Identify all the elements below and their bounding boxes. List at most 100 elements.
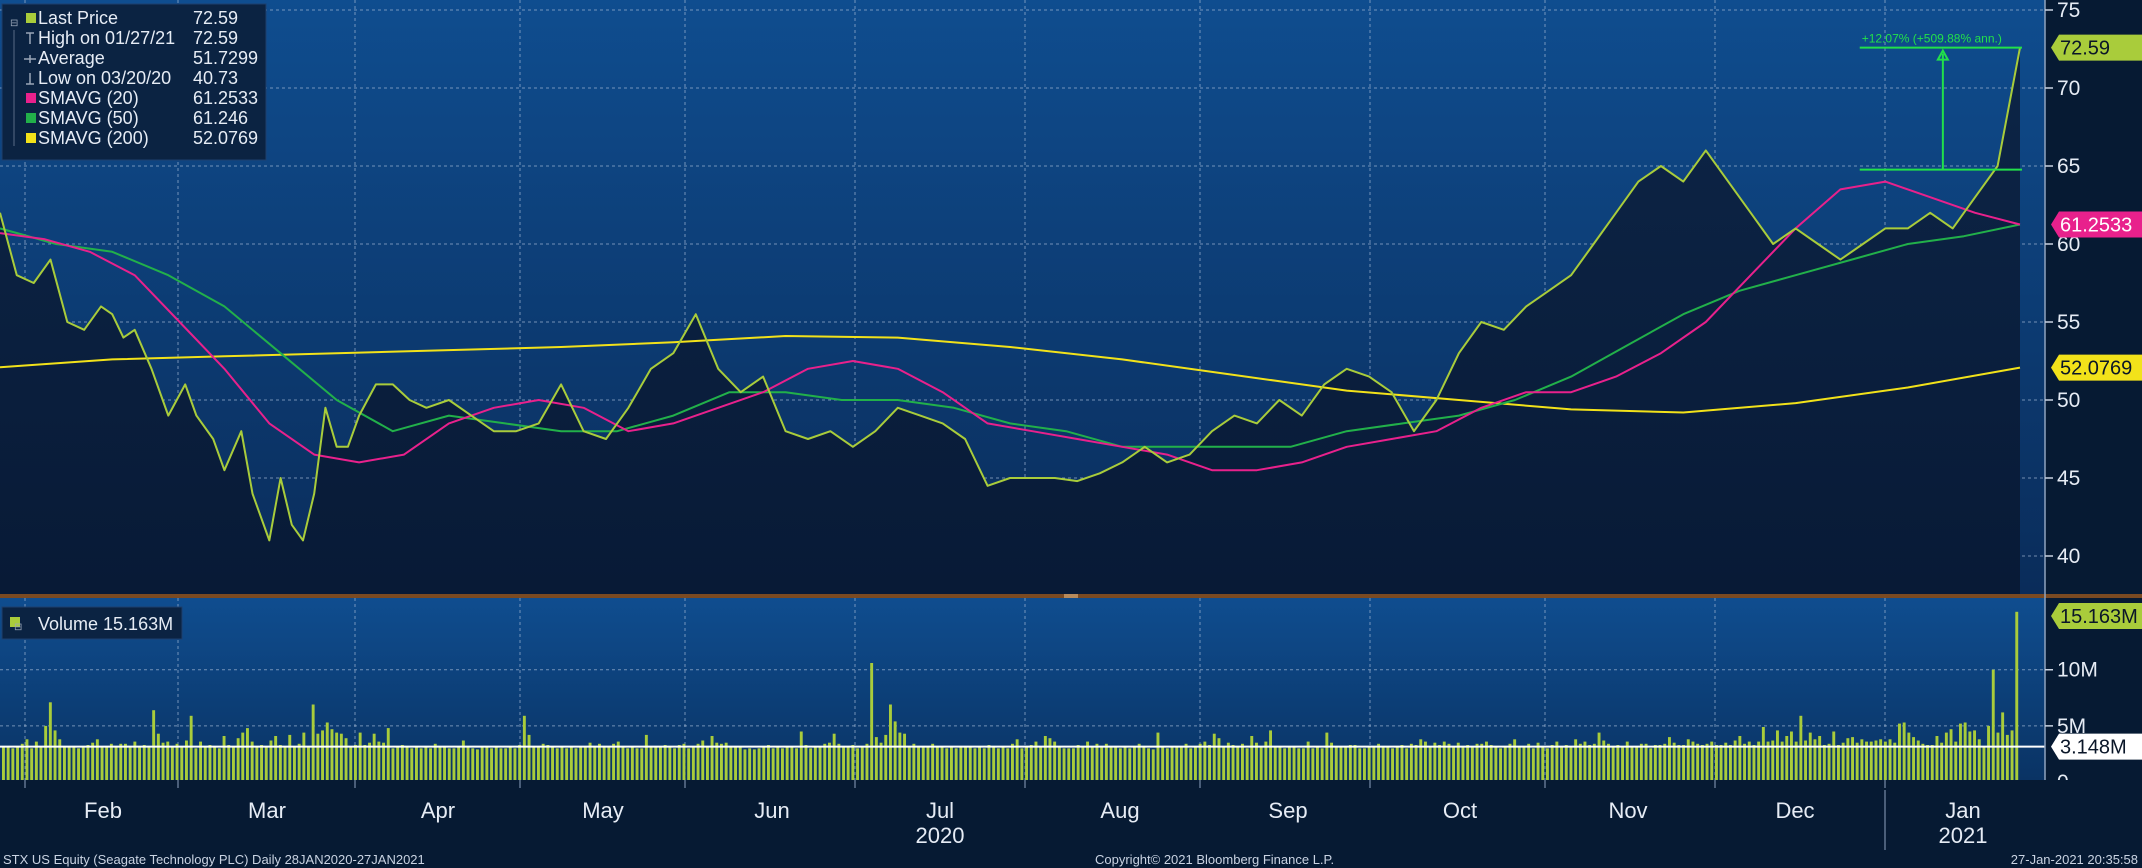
volume-bar: [856, 748, 860, 782]
legend-label: Low on 03/20/20: [38, 68, 171, 88]
price-tag-box: [2051, 354, 2142, 381]
volume-bar: [471, 748, 475, 782]
volume-bar: [1259, 746, 1263, 782]
x-axis-month-label: Jul: [926, 798, 954, 823]
legend-label: SMAVG (200): [38, 128, 149, 148]
price-axis-label: 45: [2057, 467, 2080, 490]
volume-bar: [1752, 745, 1756, 782]
volume-bar: [1541, 746, 1545, 782]
volume-bar: [1020, 748, 1024, 782]
volume-bar: [1733, 740, 1737, 782]
volume-axis-label: 5M: [2057, 715, 2086, 738]
volume-bar: [1081, 747, 1085, 782]
volume-bar: [978, 747, 982, 782]
volume-bar: [1104, 743, 1108, 782]
volume-bar: [1353, 745, 1357, 782]
volume-bar: [1409, 743, 1413, 782]
volume-bar: [1977, 739, 1981, 782]
volume-bar: [415, 746, 418, 782]
volume-value-tags: 15.163M 3.148M: [2051, 603, 2142, 760]
volume-bar: [715, 742, 719, 782]
volume-bar: [2010, 730, 2014, 782]
high-marker-icon: [26, 32, 34, 44]
legend-swatch: [26, 13, 36, 23]
volume-bar: [476, 749, 479, 782]
volume-bar: [246, 728, 249, 782]
volume-bar: [264, 746, 268, 782]
volume-bar: [720, 743, 723, 782]
volume-bar: [1639, 743, 1643, 782]
price-legend[interactable]: Last Price 72.59 High on 01/27/21 72.59 Aver…: [1, 3, 267, 161]
volume-bar: [551, 747, 555, 782]
volume-bar: [1766, 741, 1770, 782]
volume-legend[interactable]: ⊟ Volume 15.163M: [1, 606, 183, 640]
volume-bar: [203, 747, 207, 782]
volume-bar: [485, 747, 489, 782]
volume-bar: [593, 746, 597, 782]
volume-bar: [579, 747, 583, 782]
volume-bar: [1142, 746, 1146, 782]
legend-collapse-icon[interactable]: ⊟: [14, 622, 22, 633]
volume-bar: [1447, 743, 1451, 782]
volume-bar: [457, 746, 461, 782]
volume-bar: [1902, 722, 1906, 782]
volume-bar: [1893, 742, 1897, 782]
volume-bar: [738, 746, 742, 782]
volume-bar: [1930, 745, 1934, 782]
volume-bar: [893, 721, 897, 782]
x-axis-month-label: Aug: [1100, 798, 1139, 823]
volume-bar: [1719, 745, 1723, 782]
annotation-label: +12.07% (+509.88% ann.): [1862, 32, 2002, 46]
volume-bar: [1743, 743, 1747, 782]
volume-bar: [363, 745, 367, 782]
volume-bar: [72, 747, 76, 782]
volume-bar: [1921, 743, 1925, 782]
volume-bar: [1250, 736, 1254, 782]
divider-handle[interactable]: [1064, 594, 1078, 598]
volume-bar: [1827, 743, 1831, 782]
volume-bar: [795, 748, 799, 782]
footer-timestamp: 27-Jan-2021 20:35:58: [2011, 852, 2138, 867]
volume-bar: [1034, 741, 1038, 782]
volume-bar: [1400, 745, 1404, 782]
volume-bar: [710, 736, 714, 782]
volume-bar: [1607, 743, 1610, 782]
volume-bar: [1837, 745, 1840, 782]
volume-bar: [344, 738, 348, 782]
volume-bar: [682, 743, 686, 782]
volume-bar: [1386, 747, 1390, 782]
volume-bar: [1715, 745, 1718, 782]
volume-bar: [81, 746, 85, 782]
volume-bar: [537, 747, 540, 782]
volume-bar: [311, 704, 315, 782]
volume-bar: [114, 746, 118, 782]
volume-bar: [1846, 738, 1850, 782]
volume-bar: [1208, 745, 1212, 782]
volume-bar: [1785, 736, 1789, 782]
volume-bar: [1226, 742, 1230, 782]
volume-bar: [1987, 725, 1991, 782]
volume-bar: [1194, 746, 1197, 782]
volume-bar: [1222, 746, 1226, 782]
volume-bar: [583, 746, 587, 782]
x-axis-month-label: Apr: [421, 798, 455, 823]
volume-bar: [1414, 745, 1418, 782]
volume-bar: [1536, 742, 1540, 782]
volume-legend-swatch: [10, 617, 20, 627]
volume-bar: [846, 747, 850, 782]
volume-bar: [372, 733, 376, 782]
volume-bar: [607, 746, 611, 782]
volume-bar: [1391, 748, 1395, 782]
volume-bar: [1348, 745, 1352, 782]
volume-bar: [180, 747, 184, 782]
volume-bar: [1940, 742, 1944, 782]
footer-left: STX US Equity (Seagate Technology PLC) D…: [3, 852, 425, 867]
volume-bar: [1677, 745, 1681, 782]
x-axis-month-label: Feb: [84, 798, 122, 823]
volume-bar: [382, 742, 386, 782]
volume-bar: [813, 746, 817, 782]
series-line-smavg-200-: [0, 335, 2021, 414]
volume-bar: [1372, 746, 1376, 782]
volume-bar: [2, 747, 5, 782]
volume-bar: [1057, 746, 1061, 782]
